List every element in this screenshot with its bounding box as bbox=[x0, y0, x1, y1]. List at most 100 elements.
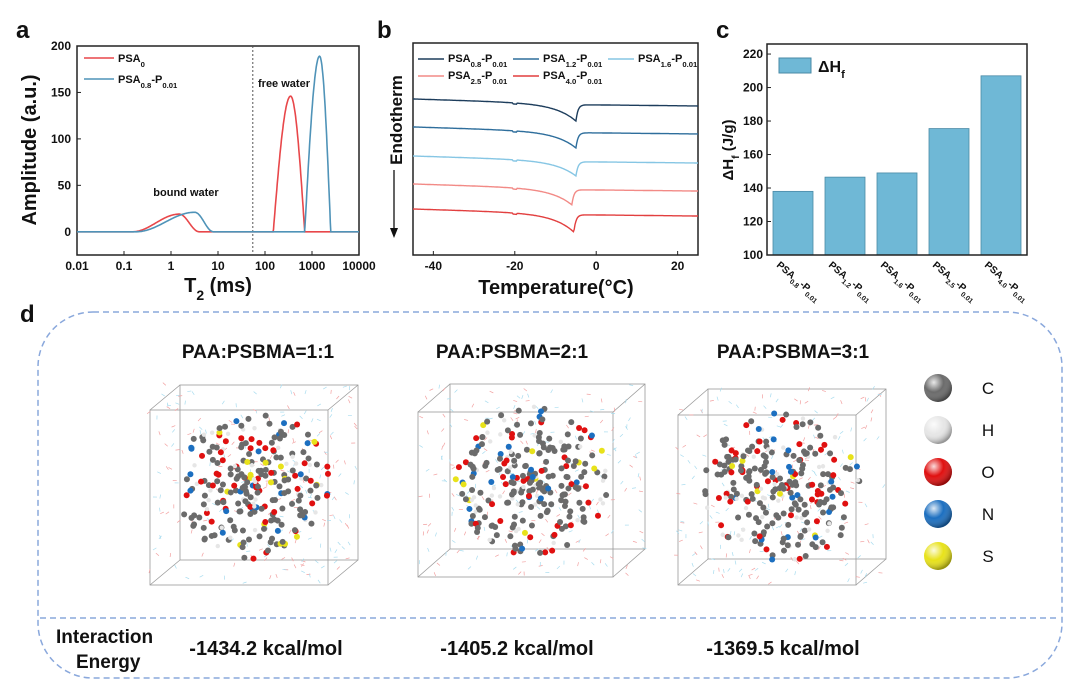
atom bbox=[290, 454, 295, 459]
water-molecule bbox=[307, 496, 313, 499]
water-molecule bbox=[870, 417, 873, 422]
atom bbox=[462, 459, 469, 466]
atom bbox=[324, 470, 331, 477]
x-tick-label: 20 bbox=[671, 259, 685, 273]
water-molecule bbox=[146, 411, 151, 415]
subscript: 0.01 bbox=[587, 77, 603, 86]
atom bbox=[827, 450, 834, 457]
atom bbox=[215, 543, 220, 549]
atom bbox=[563, 463, 570, 470]
atom bbox=[582, 483, 589, 490]
atom bbox=[476, 506, 483, 513]
water-molecule bbox=[628, 417, 631, 422]
atom bbox=[493, 532, 500, 539]
water-molecule bbox=[577, 514, 580, 519]
water-molecule bbox=[483, 526, 486, 531]
atom bbox=[752, 538, 759, 545]
atom bbox=[769, 474, 776, 481]
atom bbox=[543, 458, 550, 465]
text-part: T bbox=[184, 275, 196, 297]
panel-b-letter: b bbox=[377, 17, 392, 44]
atom bbox=[785, 521, 792, 528]
atom bbox=[827, 521, 832, 526]
atom bbox=[274, 517, 281, 524]
atom bbox=[825, 528, 830, 533]
atom bbox=[577, 435, 584, 442]
water-molecule bbox=[338, 473, 342, 477]
atom bbox=[755, 426, 762, 433]
atom bbox=[828, 504, 835, 511]
x-tick-label: 10000 bbox=[342, 259, 376, 273]
text-part: ΔH bbox=[818, 59, 841, 76]
water-molecule bbox=[729, 531, 732, 536]
atom bbox=[744, 447, 751, 454]
y-tick-label: 220 bbox=[743, 47, 763, 61]
atom bbox=[798, 470, 805, 477]
annotation-bound-water: bound water bbox=[153, 187, 219, 199]
atom bbox=[755, 519, 762, 526]
water-molecule bbox=[751, 567, 756, 571]
atom bbox=[215, 471, 222, 478]
atom bbox=[831, 456, 838, 463]
atom bbox=[222, 423, 229, 430]
water-molecule bbox=[693, 502, 698, 505]
atom bbox=[504, 427, 511, 434]
atom bbox=[313, 482, 320, 489]
box-edge bbox=[612, 383, 646, 413]
water-molecule bbox=[534, 548, 539, 552]
water-molecule bbox=[454, 389, 458, 393]
water-molecule bbox=[691, 475, 695, 480]
subscript: 0.01 bbox=[907, 291, 922, 305]
atom bbox=[564, 431, 571, 438]
atom bbox=[542, 549, 549, 556]
water-molecule bbox=[725, 507, 729, 512]
atom bbox=[235, 500, 242, 507]
atom bbox=[488, 439, 493, 444]
atom bbox=[804, 519, 811, 526]
y-tick-label: 180 bbox=[743, 114, 763, 128]
atom bbox=[528, 504, 535, 511]
atom bbox=[769, 494, 776, 501]
water-molecule bbox=[303, 410, 307, 415]
atom bbox=[801, 501, 808, 508]
atom bbox=[749, 443, 756, 450]
water-molecule bbox=[866, 397, 869, 402]
atom bbox=[264, 547, 271, 554]
atom bbox=[214, 460, 221, 467]
atom bbox=[570, 463, 577, 470]
water-molecule bbox=[599, 559, 602, 564]
atom bbox=[479, 434, 486, 441]
subscript: 4.0 bbox=[996, 278, 1008, 290]
atom bbox=[748, 418, 755, 425]
water-molecule bbox=[329, 514, 334, 516]
water-molecule bbox=[767, 503, 770, 508]
atom bbox=[739, 537, 744, 543]
atom bbox=[561, 503, 568, 510]
water-molecule bbox=[190, 529, 193, 534]
water-molecule bbox=[148, 569, 151, 574]
subscript: 1.2 bbox=[566, 60, 577, 69]
water-molecule bbox=[339, 519, 343, 523]
water-molecule bbox=[768, 581, 772, 585]
atom bbox=[323, 492, 330, 499]
legend-swatch bbox=[778, 57, 812, 74]
atom bbox=[223, 508, 230, 515]
atom bbox=[792, 479, 799, 486]
legend-label: ΔHf bbox=[818, 59, 845, 81]
water-molecule bbox=[768, 435, 773, 438]
water-molecule bbox=[282, 569, 287, 571]
y-tick-label: 200 bbox=[743, 81, 763, 95]
atom bbox=[780, 535, 787, 542]
atom bbox=[240, 539, 247, 546]
atom bbox=[575, 517, 580, 523]
atom bbox=[817, 432, 824, 439]
water-molecule bbox=[471, 403, 475, 408]
water-molecule bbox=[205, 429, 207, 434]
atom bbox=[551, 447, 558, 454]
atom bbox=[208, 488, 213, 493]
atom bbox=[578, 473, 585, 480]
atom bbox=[557, 518, 564, 525]
atom bbox=[819, 539, 826, 546]
water-molecule bbox=[860, 569, 863, 574]
water-molecule bbox=[301, 558, 305, 563]
